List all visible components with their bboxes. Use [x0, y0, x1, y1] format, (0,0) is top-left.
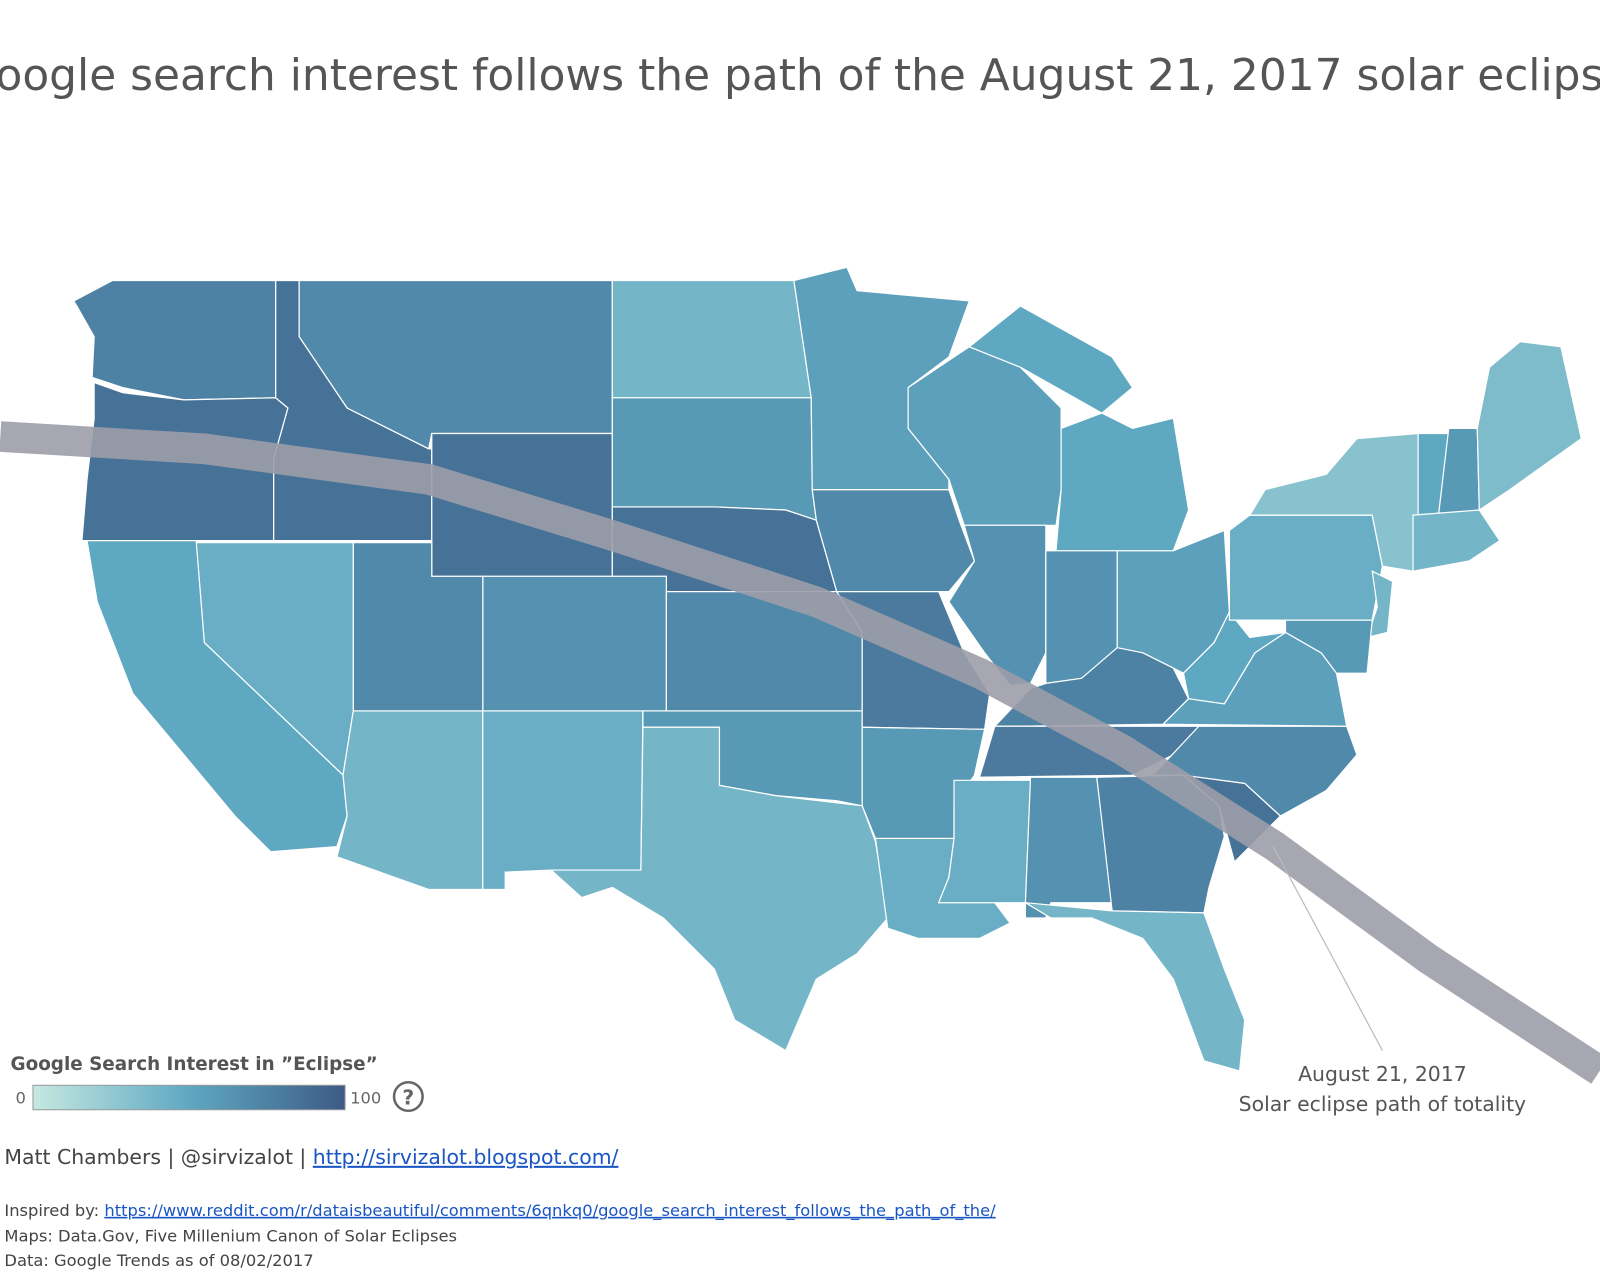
credits-maps: Maps: Data.Gov, Five Millenium Canon of …: [4, 1226, 457, 1245]
state: [482, 575, 667, 712]
credits-inspired: Inspired by: https://www.reddit.com/r/da…: [4, 1201, 996, 1221]
annotation: August 21, 2017: [1298, 1062, 1467, 1086]
author: Matt Chambers | @sirvizalot |: [4, 1145, 306, 1170]
inspired-link[interactable]: https://www.reddit.com/r/dataisbeautiful…: [104, 1201, 996, 1221]
eclipse-path: [0, 421, 1600, 1084]
state: [72, 279, 277, 401]
state: [611, 397, 818, 522]
state: [482, 710, 644, 891]
annotation-leader: [1272, 846, 1383, 1051]
state: [1366, 570, 1394, 639]
legend-title: Google Search Interest in ”Eclipse”: [11, 1054, 378, 1075]
credits-data: Data: Google Trends as of 08/02/2017: [4, 1251, 313, 1270]
state: [811, 488, 976, 593]
legend-scale: [32, 1084, 346, 1111]
help-icon-text[interactable]: ?: [402, 1086, 414, 1110]
state: [336, 710, 484, 891]
state: [1284, 619, 1373, 674]
states: [72, 266, 1583, 1072]
state: [1182, 610, 1286, 705]
state: [549, 726, 889, 1052]
credits-author: Matt Chambers | @sirvizalot | http://sir…: [4, 1145, 618, 1170]
state: [86, 539, 348, 853]
inspired-prefix: Inspired by:: [4, 1201, 99, 1220]
state: [1151, 725, 1358, 817]
title: Google search interest follows the path …: [0, 50, 1600, 101]
state: [1025, 902, 1246, 1072]
state: [1412, 509, 1501, 572]
legend-max: 100: [350, 1089, 381, 1108]
legend-min: 0: [16, 1089, 26, 1108]
state: [611, 279, 812, 399]
state: [968, 305, 1190, 552]
state: [1476, 341, 1583, 512]
author-link[interactable]: http://sirvizalot.blogspot.com/: [313, 1145, 619, 1169]
state: [1228, 514, 1384, 621]
annotation: Solar eclipse path of totality: [1239, 1092, 1526, 1116]
help-icon[interactable]: [392, 1080, 424, 1113]
